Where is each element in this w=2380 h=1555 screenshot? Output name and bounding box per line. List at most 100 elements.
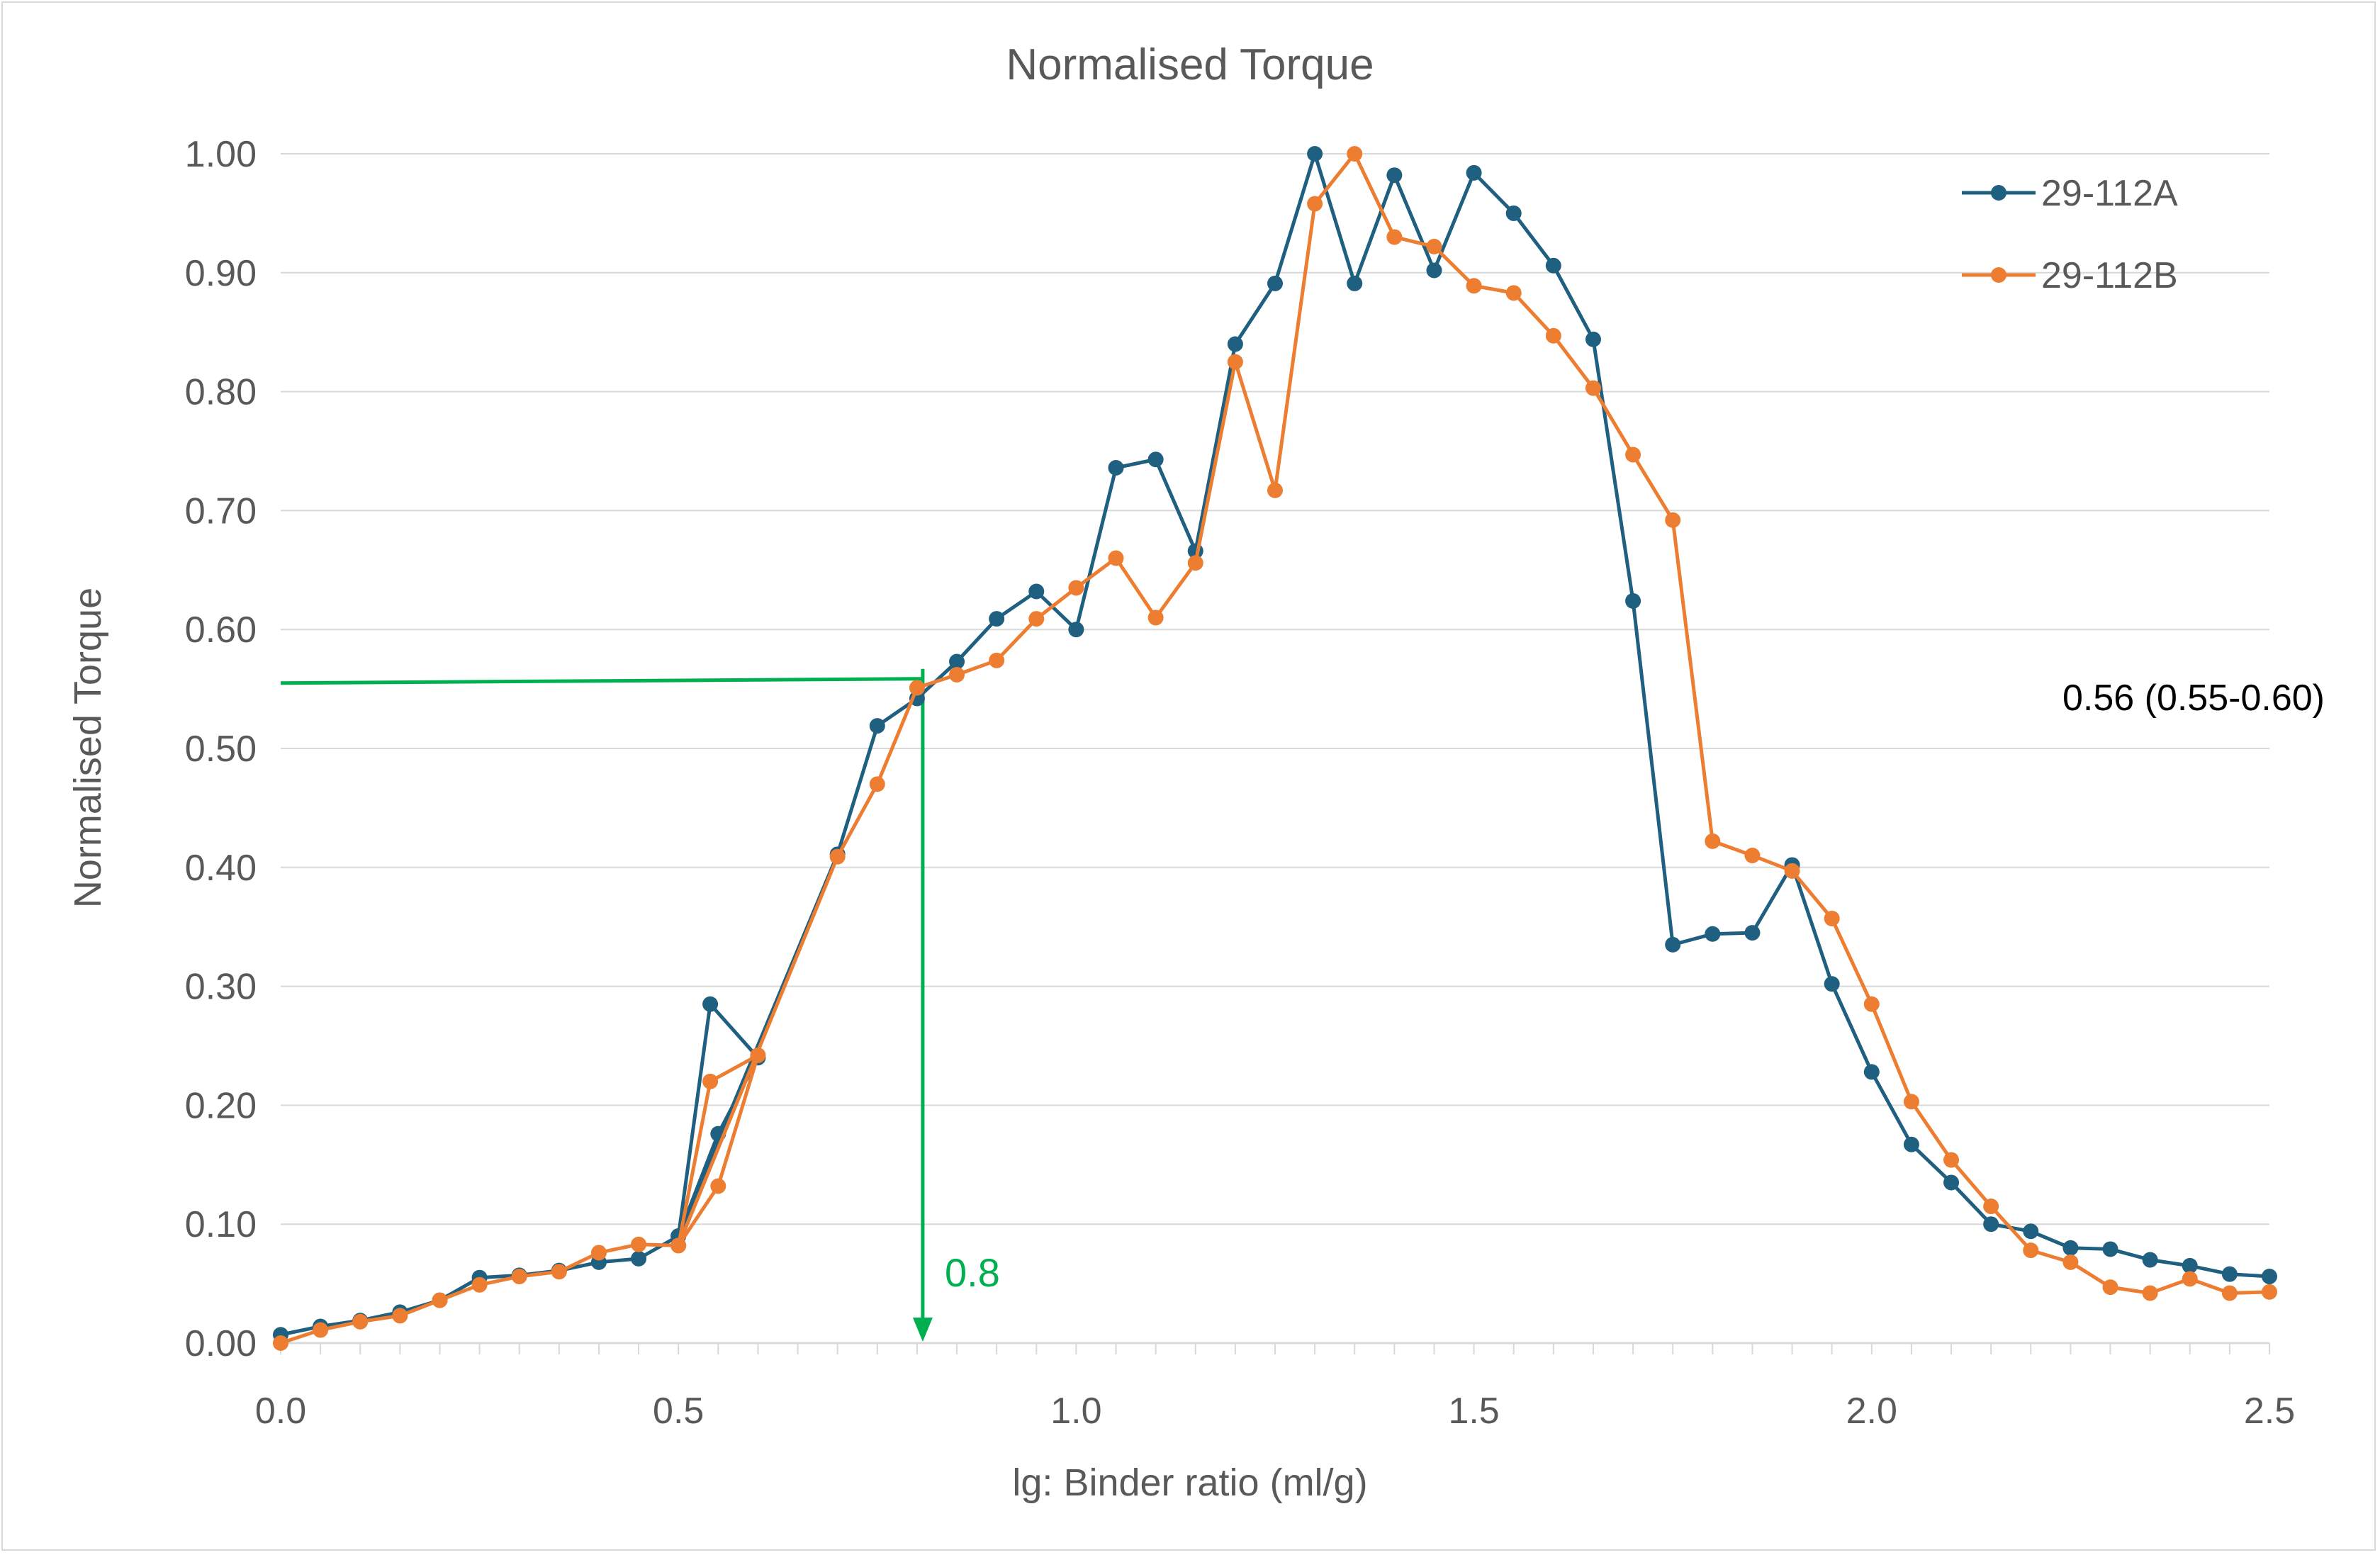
y-tick-label: 1.00 <box>185 134 257 175</box>
data-point <box>631 1250 647 1267</box>
data-point <box>1028 611 1045 627</box>
legend: 29-112A 29-112B <box>1962 173 2178 296</box>
data-point <box>670 1237 687 1254</box>
data-point <box>1983 1198 1999 1215</box>
data-point <box>2221 1285 2238 1301</box>
data-point <box>1267 482 1283 498</box>
data-point <box>1187 555 1203 571</box>
data-point <box>829 848 846 865</box>
data-point <box>1943 1174 1960 1191</box>
data-point <box>1147 451 1164 468</box>
data-point <box>1267 275 1283 291</box>
data-point <box>1545 257 1561 274</box>
data-point <box>1108 550 1124 566</box>
x-tick-label: 1.0 <box>1050 1391 1101 1432</box>
data-point <box>392 1308 408 1324</box>
x-axis <box>280 1342 2270 1354</box>
data-point <box>2023 1242 2039 1259</box>
x-tick-label: 2.0 <box>1846 1391 1897 1432</box>
data-point <box>1863 996 1880 1012</box>
data-point <box>989 652 1005 668</box>
data-point <box>1147 610 1164 626</box>
horizontal-reference-line <box>280 677 923 685</box>
series-line <box>280 152 2270 1345</box>
data-point <box>2062 1254 2079 1270</box>
data-point <box>1505 205 1522 221</box>
data-point <box>511 1269 527 1285</box>
data-point <box>1426 238 1442 254</box>
data-point <box>949 653 965 670</box>
vertical-line-label: 0.8 <box>945 1250 1000 1295</box>
data-point <box>869 718 885 734</box>
y-tick-label: 0.80 <box>185 372 257 413</box>
data-point <box>2102 1241 2118 1257</box>
data-point <box>1665 512 1681 528</box>
series-line <box>280 152 2270 1337</box>
data-point <box>2023 1223 2039 1240</box>
data-point <box>2142 1252 2158 1268</box>
data-point <box>1068 580 1084 596</box>
data-point <box>989 611 1005 627</box>
data-point <box>1744 848 1761 864</box>
data-point <box>2062 1240 2079 1256</box>
chart-title: Normalised Torque <box>1006 40 1374 89</box>
data-point <box>1307 196 1323 212</box>
legend-marker <box>1991 267 2006 283</box>
data-point <box>869 776 885 792</box>
y-tick-label: 0.30 <box>185 967 257 1008</box>
y-tick-label: 0.90 <box>185 253 257 294</box>
data-point <box>2102 1279 2118 1296</box>
data-point <box>313 1322 329 1338</box>
y-tick-label: 0.70 <box>185 490 257 532</box>
legend-label: 29-112A <box>2041 173 2178 214</box>
y-tick-label: 0.10 <box>185 1204 257 1245</box>
data-point <box>1784 863 1800 879</box>
data-point <box>710 1178 726 1194</box>
data-point <box>1386 167 1403 184</box>
series-29-112B <box>273 146 2277 1351</box>
annotation-lines <box>280 668 933 1342</box>
data-point <box>1625 447 1641 463</box>
data-point <box>1903 1094 1919 1110</box>
data-point <box>352 1313 369 1330</box>
data-point <box>471 1276 488 1293</box>
x-tick-label: 0.0 <box>255 1391 306 1432</box>
data-point <box>1863 1064 1880 1080</box>
gridlines <box>281 153 2269 1225</box>
data-point <box>1625 593 1641 609</box>
data-point <box>1824 910 1840 926</box>
series-29-112A <box>273 146 2277 1343</box>
y-axis-ticks: 0.00 0.10 0.20 0.30 0.40 0.50 0.60 0.70 0.80 0.90… <box>185 134 257 1364</box>
y-tick-label: 0.00 <box>185 1323 257 1364</box>
data-point <box>1824 976 1840 992</box>
data-point <box>1227 354 1243 370</box>
data-point <box>2262 1269 2277 1285</box>
data-point <box>1466 164 1482 181</box>
data-point <box>1227 336 1243 352</box>
data-point <box>702 1073 719 1089</box>
legend-label: 29-112B <box>2041 255 2178 296</box>
data-point <box>702 996 719 1012</box>
data-point <box>1347 275 1363 291</box>
data-point <box>909 680 925 696</box>
data-point <box>949 666 965 683</box>
data-point <box>1903 1136 1919 1152</box>
data-point <box>631 1236 647 1252</box>
y-tick-label: 0.20 <box>185 1085 257 1126</box>
data-point <box>2221 1266 2238 1282</box>
data-point <box>2182 1271 2198 1287</box>
y-tick-label: 0.50 <box>185 729 257 770</box>
data-point <box>1585 331 1601 347</box>
data-point <box>2262 1284 2277 1300</box>
data-point <box>1307 146 1323 162</box>
data-point <box>1705 833 1721 849</box>
x-tick-label: 0.5 <box>653 1391 704 1432</box>
data-point <box>1983 1216 1999 1233</box>
y-tick-label: 0.60 <box>185 610 257 651</box>
x-axis-label: lg: Binder ratio (ml/g) <box>1012 1461 1367 1504</box>
data-point <box>1028 583 1045 600</box>
y-tick-label: 0.40 <box>185 848 257 889</box>
data-point <box>432 1292 448 1308</box>
